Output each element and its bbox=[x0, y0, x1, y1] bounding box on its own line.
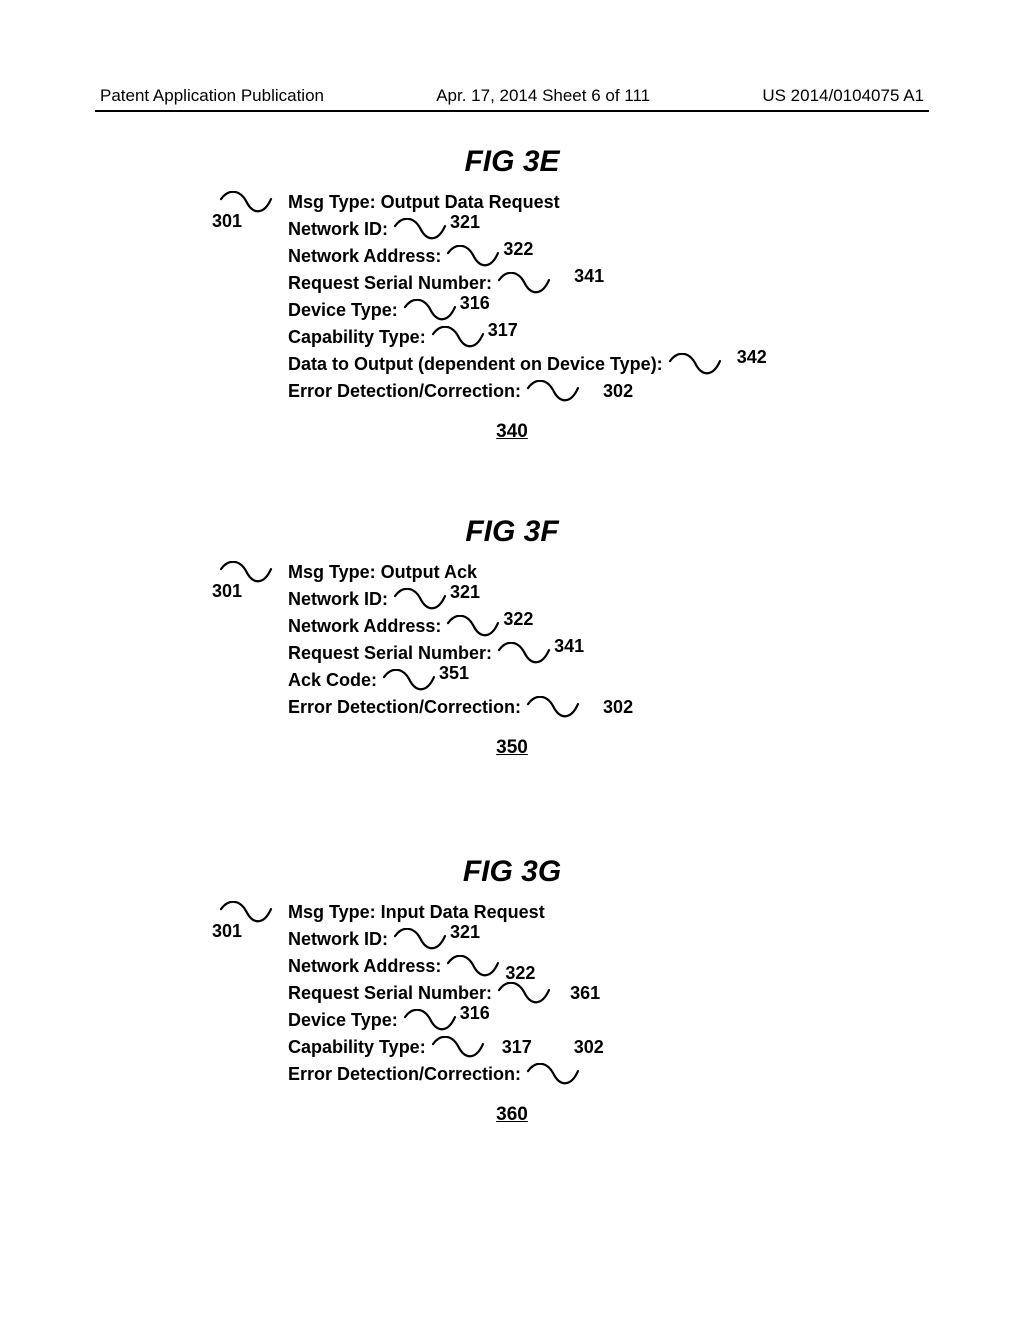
figure-340: FIG 3E 301Msg Type: Output Data RequestN… bbox=[0, 145, 1024, 443]
field-label: Network ID: bbox=[288, 586, 388, 613]
field-label: Error Detection/Correction: bbox=[288, 378, 521, 405]
reference-numeral: 317 bbox=[488, 317, 518, 344]
field-label: Msg Type: Output Data Request bbox=[288, 189, 560, 216]
reference-numeral: 342 bbox=[737, 344, 767, 371]
message-field: Data to Output (dependent on Device Type… bbox=[288, 351, 792, 378]
figure-350: FIG 3F 301Msg Type: Output AckNetwork ID… bbox=[0, 515, 1024, 759]
message-field: Msg Type: Output Ack bbox=[288, 559, 792, 586]
message-field: Device Type: 316 bbox=[288, 297, 792, 324]
reference-numeral: 341 bbox=[574, 263, 604, 290]
field-label: Msg Type: Output Ack bbox=[288, 559, 477, 586]
field-label: Network ID: bbox=[288, 216, 388, 243]
message-field: Network Address: 322 bbox=[288, 613, 792, 640]
reference-numeral: 316 bbox=[460, 290, 490, 317]
message-field: Network Address: 322 bbox=[288, 953, 792, 980]
reference-numeral: 321 bbox=[450, 209, 480, 236]
blank-field-icon bbox=[667, 351, 723, 378]
reference-numeral: 321 bbox=[450, 579, 480, 606]
reference-numeral: 302 bbox=[574, 1034, 604, 1061]
blank-field-icon bbox=[445, 953, 501, 980]
blank-field-icon bbox=[445, 243, 501, 270]
reference-numeral: 322 bbox=[503, 606, 533, 633]
blank-field-icon bbox=[525, 694, 581, 721]
field-label: Capability Type: bbox=[288, 324, 426, 351]
blank-field-icon bbox=[525, 378, 581, 405]
blank-field-icon bbox=[402, 297, 458, 324]
field-label: Network Address: bbox=[288, 953, 441, 980]
reference-numeral: 316 bbox=[460, 1000, 490, 1027]
message-field: Request Serial Number: 341 bbox=[288, 270, 792, 297]
reference-numeral: 301 bbox=[212, 581, 242, 602]
reference-numeral: 322 bbox=[503, 236, 533, 263]
message-field: Network ID: 321 bbox=[288, 586, 792, 613]
reference-numeral: 361 bbox=[570, 980, 600, 1007]
header-date-sheet: Apr. 17, 2014 Sheet 6 of 111 bbox=[436, 86, 650, 106]
figure-title: FIG 3F bbox=[0, 515, 1024, 549]
message-field: Ack Code: 351 bbox=[288, 667, 792, 694]
reference-numeral: 302 bbox=[603, 694, 633, 721]
blank-field-icon bbox=[525, 1061, 581, 1088]
figure-360: FIG 3G 301Msg Type: Input Data RequestNe… bbox=[0, 855, 1024, 1126]
message-fields: 301Msg Type: Input Data RequestNetwork I… bbox=[232, 899, 792, 1088]
field-label: Data to Output (dependent on Device Type… bbox=[288, 351, 663, 378]
field-label: Ack Code: bbox=[288, 667, 377, 694]
blank-field-icon bbox=[392, 216, 448, 243]
reference-numeral: 321 bbox=[450, 919, 480, 946]
blank-field-icon bbox=[392, 926, 448, 953]
patent-page: Patent Application Publication Apr. 17, … bbox=[0, 0, 1024, 1320]
field-label: Error Detection/Correction: bbox=[288, 694, 521, 721]
field-label: Device Type: bbox=[288, 297, 398, 324]
message-field: Capability Type: 317 bbox=[288, 324, 792, 351]
message-field: Capability Type: 317 302 bbox=[288, 1034, 792, 1061]
figure-reference-number: 350 bbox=[0, 737, 1024, 759]
message-fields: 301Msg Type: Output AckNetwork ID: 321Ne… bbox=[232, 559, 792, 721]
field-label: Network Address: bbox=[288, 613, 441, 640]
figure-title: FIG 3E bbox=[0, 145, 1024, 179]
field-label: Device Type: bbox=[288, 1007, 398, 1034]
message-field: Network ID: 321 bbox=[288, 216, 792, 243]
message-field: Request Serial Number: 361 bbox=[288, 980, 792, 1007]
header-publication: Patent Application Publication bbox=[100, 86, 324, 106]
reference-numeral: 301 bbox=[212, 921, 242, 942]
reference-numeral: 317 bbox=[502, 1034, 532, 1061]
reference-numeral: 301 bbox=[212, 211, 242, 232]
blank-field-icon bbox=[430, 324, 486, 351]
reference-numeral: 351 bbox=[439, 660, 469, 687]
message-field: Msg Type: Output Data Request bbox=[288, 189, 792, 216]
message-field: Device Type: 316 bbox=[288, 1007, 792, 1034]
leading-reference: 301 bbox=[218, 901, 274, 942]
field-label: Network ID: bbox=[288, 926, 388, 953]
header-publication-number: US 2014/0104075 A1 bbox=[762, 86, 924, 106]
blank-field-icon bbox=[496, 270, 552, 297]
message-field: Msg Type: Input Data Request bbox=[288, 899, 792, 926]
leading-reference: 301 bbox=[218, 561, 274, 602]
figure-reference-number: 360 bbox=[0, 1104, 1024, 1126]
field-label: Msg Type: Input Data Request bbox=[288, 899, 545, 926]
message-field: Network Address: 322 bbox=[288, 243, 792, 270]
page-header: Patent Application Publication Apr. 17, … bbox=[0, 86, 1024, 106]
message-field: Error Detection/Correction: 302 bbox=[288, 694, 792, 721]
blank-field-icon bbox=[445, 613, 501, 640]
figure-reference-number: 340 bbox=[0, 421, 1024, 443]
message-field: Error Detection/Correction: 302 bbox=[288, 378, 792, 405]
reference-numeral: 302 bbox=[603, 378, 633, 405]
reference-numeral: 341 bbox=[554, 633, 584, 660]
field-label: Error Detection/Correction: bbox=[288, 1061, 521, 1088]
blank-field-icon bbox=[392, 586, 448, 613]
reference-numeral: 322 bbox=[505, 960, 535, 987]
message-fields: 301Msg Type: Output Data RequestNetwork … bbox=[232, 189, 792, 405]
blank-field-icon bbox=[430, 1034, 486, 1061]
message-field: Network ID: 321 bbox=[288, 926, 792, 953]
header-rule bbox=[95, 110, 929, 112]
blank-field-icon bbox=[402, 1007, 458, 1034]
message-field: Error Detection/Correction: bbox=[288, 1061, 792, 1088]
figure-title: FIG 3G bbox=[0, 855, 1024, 889]
message-field: Request Serial Number: 341 bbox=[288, 640, 792, 667]
leading-reference: 301 bbox=[218, 191, 274, 232]
blank-field-icon bbox=[496, 640, 552, 667]
blank-field-icon bbox=[381, 667, 437, 694]
field-label: Capability Type: bbox=[288, 1034, 426, 1061]
field-label: Network Address: bbox=[288, 243, 441, 270]
